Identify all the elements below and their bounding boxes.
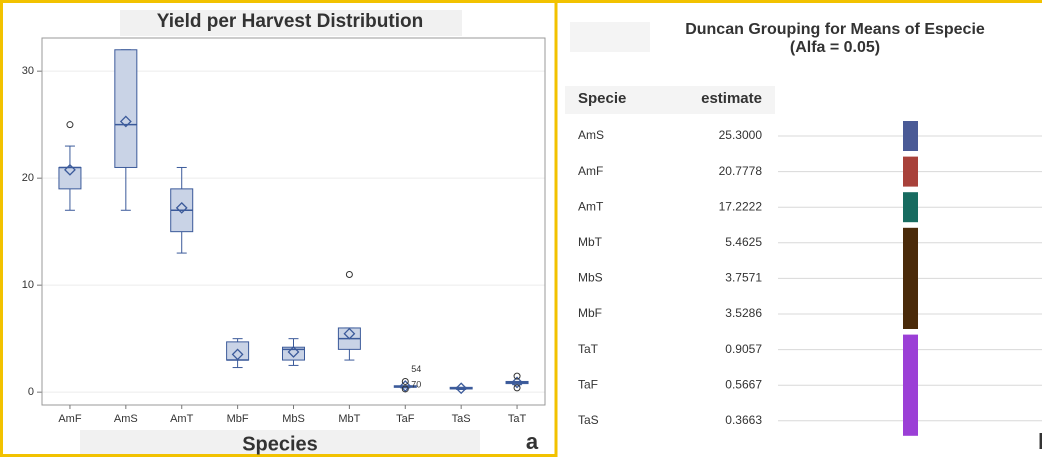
mean-marker (511, 376, 523, 389)
group-bar (903, 227, 918, 329)
outlier (513, 372, 521, 380)
outlier-label: 70 (411, 379, 421, 389)
mean-marker (399, 380, 412, 393)
box (58, 166, 82, 190)
panel-label: b (1038, 429, 1042, 454)
title-backdrop (570, 22, 650, 52)
panel-label: a (526, 429, 539, 454)
header-backdrop (565, 86, 775, 114)
x-tick-label: TaF (396, 413, 415, 425)
group-bar (903, 334, 918, 436)
table-title: Duncan Grouping for Means of Especie (685, 21, 985, 38)
box (114, 49, 138, 168)
mean-marker (455, 382, 468, 395)
species-cell: MbF (578, 306, 602, 320)
estimate-cell: 0.9057 (725, 342, 762, 356)
estimate-cell: 3.5286 (725, 306, 762, 320)
mean-marker (119, 115, 132, 128)
x-tick-label: MbT (338, 413, 360, 425)
estimate-cell: 25.3000 (719, 128, 763, 142)
x-tick-label: TaS (452, 413, 471, 425)
outlier (66, 121, 74, 129)
x-tick-label: MbS (282, 413, 305, 425)
outlier (345, 270, 353, 278)
y-tick-label: 20 (22, 172, 34, 184)
species-cell: AmF (578, 164, 603, 178)
estimate-cell: 5.4625 (725, 235, 762, 249)
chart-title: Yield per Harvest Distribution (157, 11, 423, 32)
column-header: estimate (701, 90, 762, 107)
estimate-cell: 3.7571 (725, 271, 762, 285)
x-tick-label: AmF (58, 413, 82, 425)
outlier-label: 54 (411, 364, 421, 374)
estimate-cell: 0.5667 (725, 377, 762, 391)
mean-marker (175, 201, 188, 214)
estimate-cell: 20.7778 (719, 164, 763, 178)
x-tick-label: AmS (114, 413, 138, 425)
box (226, 341, 250, 361)
mean-marker (343, 327, 356, 340)
group-bar (903, 156, 918, 187)
outlier (513, 384, 521, 392)
species-cell: AmS (578, 128, 604, 142)
species-cell: TaS (578, 413, 599, 427)
group-bar (903, 192, 918, 223)
label-backdrop (80, 430, 480, 457)
mean-marker (287, 346, 300, 358)
species-cell: MbS (578, 271, 603, 285)
group-bar (903, 121, 918, 151)
column-header: Specie (578, 90, 626, 107)
x-tick-label: MbF (227, 413, 249, 425)
species-cell: AmT (578, 199, 604, 213)
outlier (401, 377, 409, 385)
y-tick-label: 30 (22, 65, 34, 77)
y-tick-label: 10 (22, 279, 34, 291)
estimate-cell: 0.3663 (725, 413, 762, 427)
species-cell: TaT (578, 342, 599, 356)
estimate-cell: 17.2222 (719, 199, 763, 213)
x-tick-label: TaT (508, 413, 527, 425)
x-axis-label: Species (242, 433, 318, 455)
species-cell: MbT (578, 235, 603, 249)
y-tick-label: 0 (28, 386, 34, 398)
x-tick-label: AmT (170, 413, 194, 425)
mean-marker (231, 348, 244, 361)
outlier (401, 385, 409, 393)
title-backdrop (120, 10, 462, 36)
mean-marker (64, 163, 76, 176)
species-cell: TaF (578, 377, 598, 391)
table-subtitle: (Alfa = 0.05) (790, 39, 880, 56)
